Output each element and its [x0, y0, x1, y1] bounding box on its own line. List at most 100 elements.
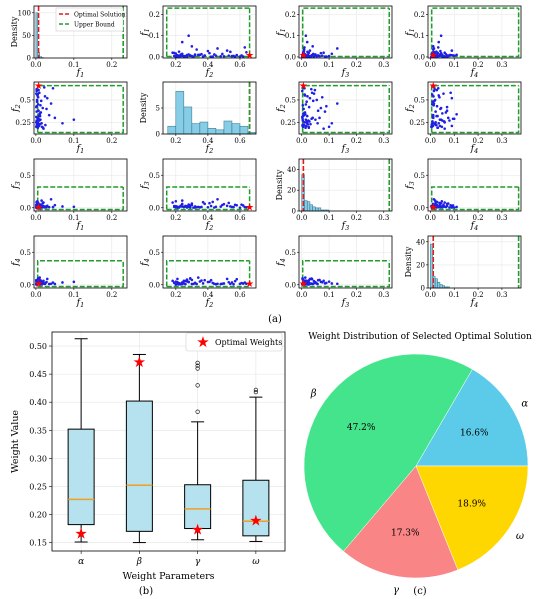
subplot-background: [428, 236, 521, 288]
x-tick-label: 0.1: [68, 214, 79, 222]
x-tick-label: 0.0: [30, 137, 41, 145]
scatter-point: [451, 117, 455, 121]
scatter-point: [316, 109, 320, 112]
scatter-point: [330, 282, 334, 285]
scatter-point: [301, 124, 304, 128]
y-tick-label: 0.30: [29, 454, 47, 463]
scatter-point: [41, 201, 45, 205]
scatter-point: [180, 199, 184, 202]
scatter-point: [201, 282, 205, 285]
subplot-background: [428, 82, 521, 134]
subplot-f3-f2: ★ 0.0 0.5f3 0.2 0.4 0.6 f2: [140, 158, 257, 232]
y-tick-label: 50: [22, 32, 31, 40]
scatter-point: [177, 50, 181, 53]
scatter-point: [335, 47, 339, 50]
x-tick-label: 0.2: [170, 291, 181, 299]
outlier-point: [253, 389, 258, 395]
scatter-point: [310, 91, 314, 95]
upper-bound-line: [302, 85, 391, 134]
scatter-point: [53, 282, 57, 286]
y-tick-label: 0.0: [20, 281, 31, 289]
scatter-point: [213, 53, 216, 56]
scatter-point: [335, 282, 339, 286]
y-tick-label: 0.5: [285, 249, 296, 257]
y-tick-label: 0.5: [149, 249, 160, 257]
pie-slice-3: [415, 465, 529, 571]
y-tick-label: 0.5: [414, 172, 425, 180]
optimal-weight-star: ★: [133, 353, 146, 371]
x-axis-label: f4: [470, 68, 478, 79]
scatter-point: [35, 100, 39, 104]
pie-category-label-0: α: [521, 399, 528, 410]
x-axis-label: f3: [341, 68, 349, 79]
scatter-point: [184, 55, 187, 58]
y-tick-label: 0: [292, 208, 296, 216]
scatter-point: [45, 280, 48, 284]
scatter-point: [319, 106, 323, 110]
scatter-point: [306, 95, 309, 98]
x-tick-label: 0.2: [473, 137, 484, 145]
scatter-point: [196, 276, 200, 279]
x-tick-label: 0.3: [378, 61, 389, 69]
subplot-frame: [33, 5, 128, 59]
outlier-point: [195, 383, 200, 388]
scatter-point: [49, 282, 53, 286]
x-axis-label: f4: [470, 298, 478, 309]
scatter-point: [304, 124, 308, 128]
x-tick-label: 0.6: [234, 137, 246, 145]
box-plot-panel: 0.15 0.20 0.25 0.30 0.35 0.40 0.45 0.50 ★ α ★ β ★ γ ★ ω…: [10, 331, 286, 582]
subplot-background: [299, 82, 392, 134]
optimal-star: ★: [245, 203, 254, 214]
scatter-point: [431, 54, 435, 57]
scatter-point: [311, 99, 315, 103]
scatter-point: [301, 277, 304, 281]
scatter-point: [216, 47, 219, 50]
scatter-point: [307, 278, 311, 282]
scatter-point: [188, 54, 192, 57]
x-tick-label: 0.2: [106, 214, 117, 222]
scatter-point: [49, 102, 53, 105]
scatter-point: [206, 205, 210, 209]
scatter-point: [449, 91, 452, 95]
scatter-point: [305, 279, 309, 283]
optimal-star: ★: [429, 81, 438, 92]
scatter-point: [444, 111, 448, 114]
scatter-point: [445, 105, 449, 109]
legend-star: ★: [196, 333, 209, 351]
box-2: ★: [184, 360, 212, 541]
histogram-bar: [439, 284, 443, 289]
scatter-point: [446, 202, 450, 205]
scatter-point: [235, 53, 239, 57]
x-tick-label: 0.2: [106, 61, 117, 69]
scatter-point: [310, 117, 313, 121]
subplot-f1-f2: ★ 0.0 0.1 0.2 f1 0.2 0.4 0.6 f2: [140, 5, 257, 79]
optimal-star: ★: [34, 203, 43, 214]
x-axis-label: f1: [76, 221, 84, 232]
scatter-point: [184, 282, 187, 286]
y-axis-label: f2: [276, 104, 287, 112]
caption-c: (c): [413, 586, 427, 597]
x-tick-label: 0.6: [234, 61, 246, 69]
y-tick-label: 0.0: [149, 281, 160, 289]
histogram-bar: [183, 106, 193, 135]
scatter-point: [302, 107, 305, 111]
scatter-point: [305, 40, 309, 44]
y-axis-label: f2: [405, 104, 416, 112]
scatter-point: [229, 282, 232, 286]
scatter-point: [316, 282, 319, 286]
scatter-point: [227, 54, 231, 57]
scatter-point: [235, 277, 239, 281]
scatter-point: [209, 55, 213, 59]
scatter-point: [180, 202, 184, 206]
x-tick-label: 0.1: [449, 61, 460, 69]
scatter-point: [213, 282, 216, 286]
x-tick-label: 0.0: [425, 291, 436, 299]
scatter-point: [305, 114, 309, 118]
x-tick-label: 0.2: [473, 291, 484, 299]
upper-bound-line: [165, 186, 250, 210]
scatter-point: [323, 110, 327, 113]
y-tick-label: 0.40: [29, 398, 47, 407]
x-axis-label: f2: [205, 144, 213, 155]
